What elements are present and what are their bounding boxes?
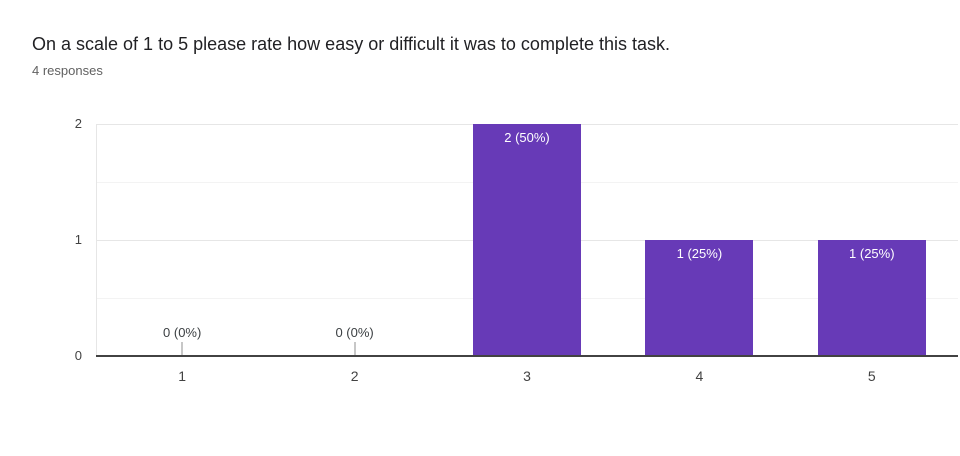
zero-value-label: 0 (0%) bbox=[163, 325, 202, 340]
x-axis-category-label: 4 bbox=[695, 368, 704, 384]
zero-value-label: 0 (0%) bbox=[335, 325, 374, 340]
bar[interactable] bbox=[817, 240, 926, 356]
x-axis-line bbox=[96, 355, 958, 357]
zero-tick-stem bbox=[353, 342, 356, 356]
bar-value-label: 1 (25%) bbox=[849, 246, 895, 261]
x-axis-category-label: 3 bbox=[523, 368, 531, 384]
x-axis-category-label: 2 bbox=[350, 368, 359, 384]
x-axis-category-label: 1 bbox=[178, 368, 187, 384]
bar[interactable] bbox=[473, 124, 581, 356]
zero-tick-stem bbox=[181, 342, 184, 356]
plot-left-border bbox=[96, 124, 97, 356]
y-axis-tick-label: 1 bbox=[74, 232, 82, 247]
bar-value-label: 2 (50%) bbox=[504, 130, 550, 145]
x-axis-category-label: 5 bbox=[867, 368, 876, 384]
bar[interactable] bbox=[645, 240, 754, 356]
y-axis-tick-label: 2 bbox=[74, 116, 82, 131]
question-title: On a scale of 1 to 5 please rate how eas… bbox=[32, 34, 670, 54]
plot-area: 0 (0%) 0 (0%) 2 (50%) 1 (25%) 1 (25%) bbox=[96, 124, 958, 357]
response-count: 4 responses bbox=[32, 63, 103, 78]
y-axis-tick-label: 0 bbox=[74, 348, 82, 363]
bar-value-label: 1 (25%) bbox=[676, 246, 723, 261]
